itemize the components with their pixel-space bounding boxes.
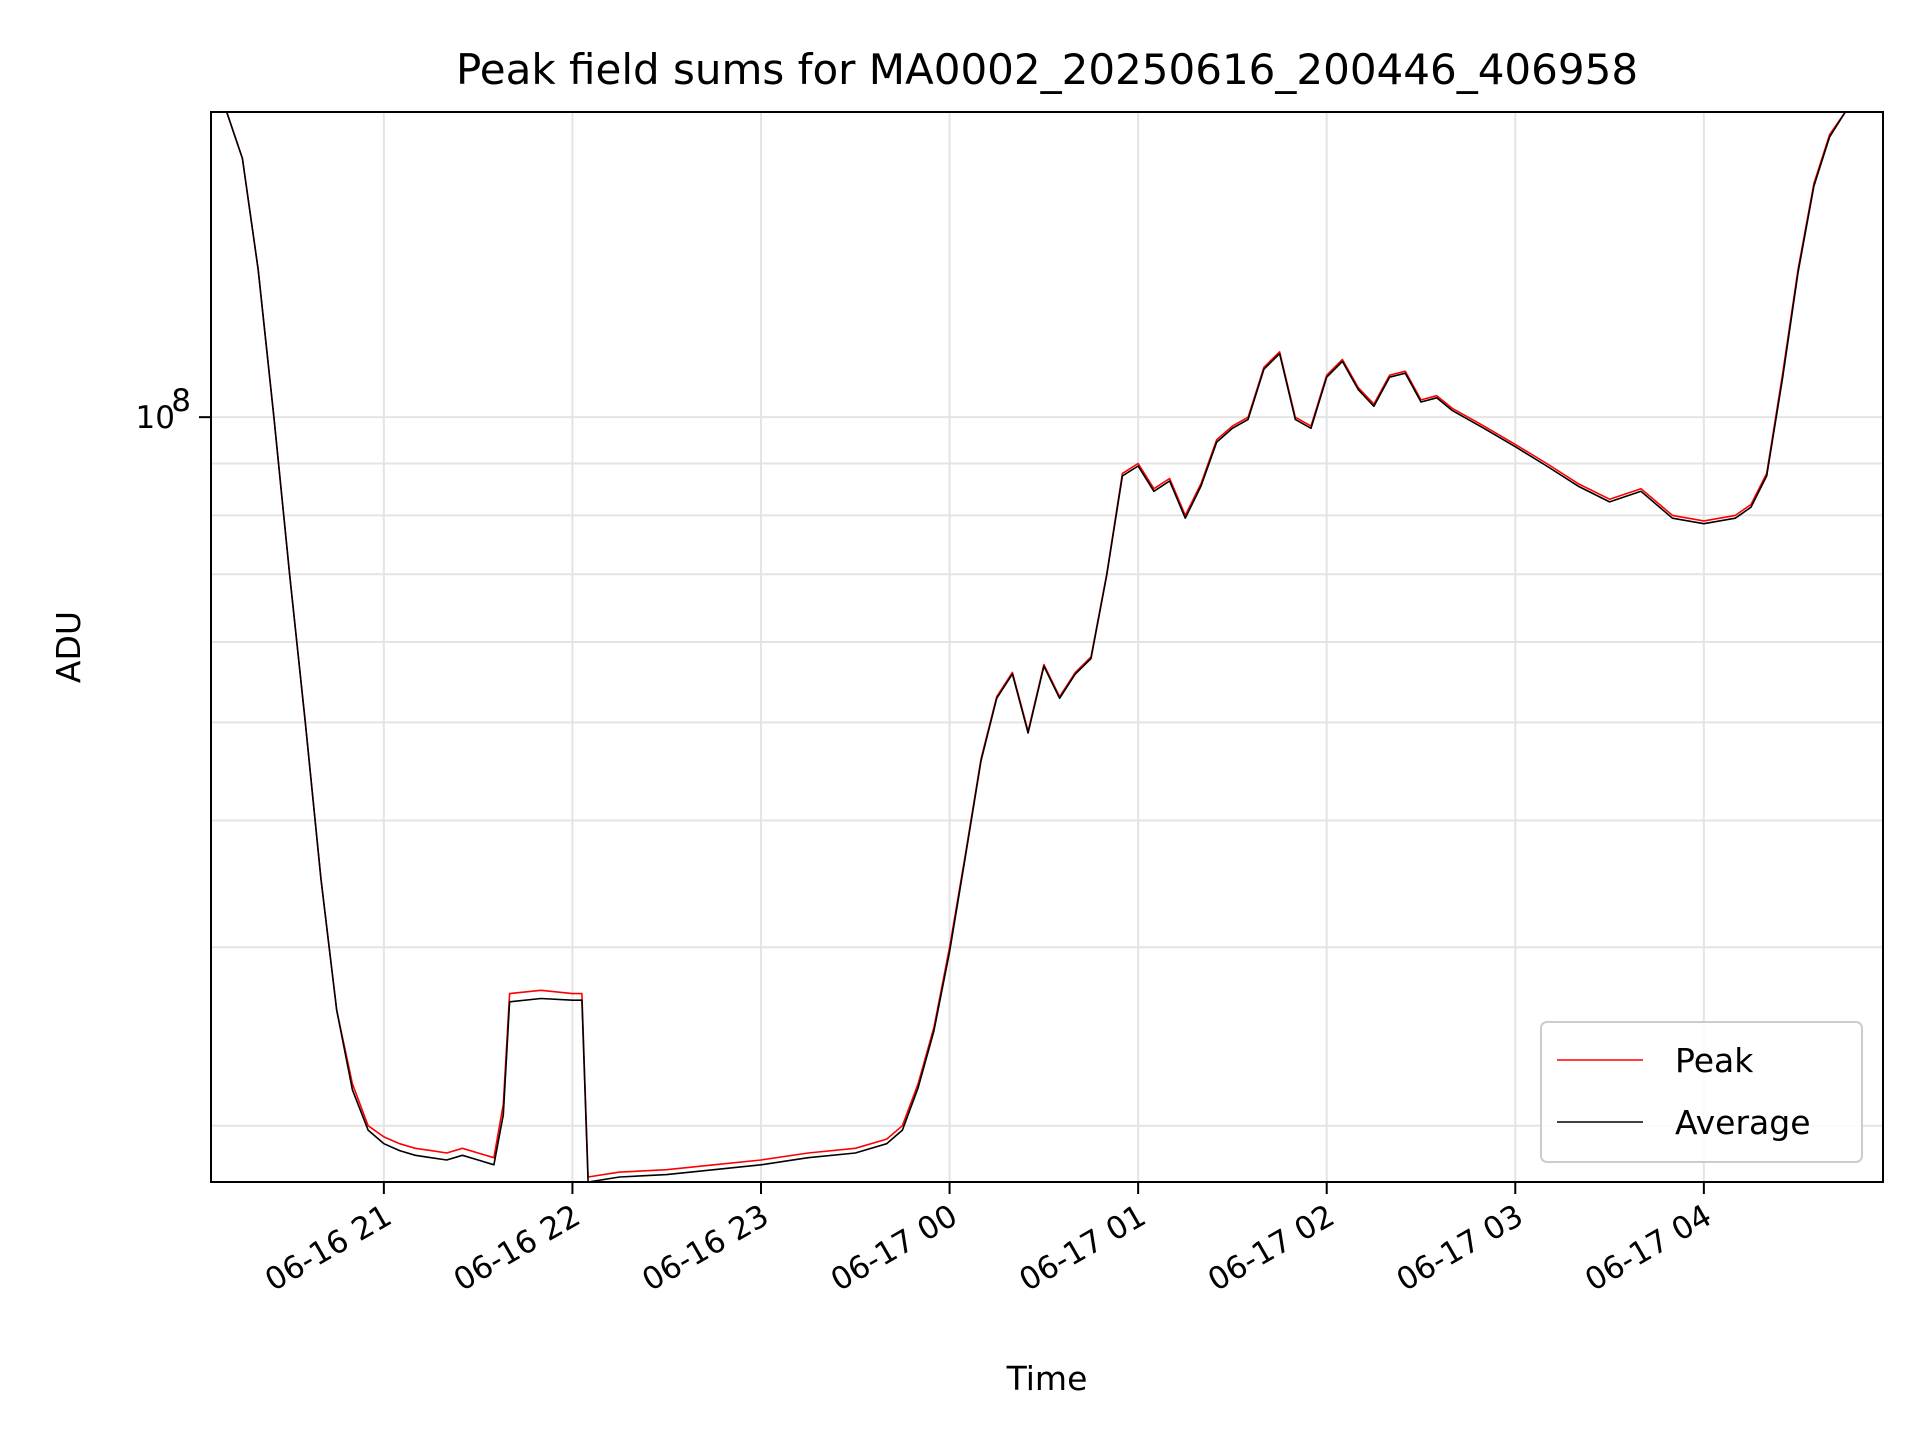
legend-box xyxy=(1540,1021,1863,1163)
legend-label-average: Average xyxy=(1675,1103,1811,1142)
y-axis-label: ADU xyxy=(49,611,88,683)
y-axis: 108 xyxy=(136,383,211,436)
y-tick-exponent: 8 xyxy=(171,383,191,419)
chart-title: Peak field sums for MA0002_20250616_2004… xyxy=(456,45,1638,94)
series-line-peak xyxy=(211,112,1883,1178)
legend: Peak Average xyxy=(1540,1021,1863,1163)
y-tick-label: 10 xyxy=(136,400,175,436)
legend-label-peak: Peak xyxy=(1675,1041,1754,1080)
x-axis-label: Time xyxy=(1006,1359,1088,1398)
plot-frame xyxy=(210,111,1884,1183)
series-layer xyxy=(211,112,1883,1182)
series-line-average xyxy=(211,112,1883,1182)
